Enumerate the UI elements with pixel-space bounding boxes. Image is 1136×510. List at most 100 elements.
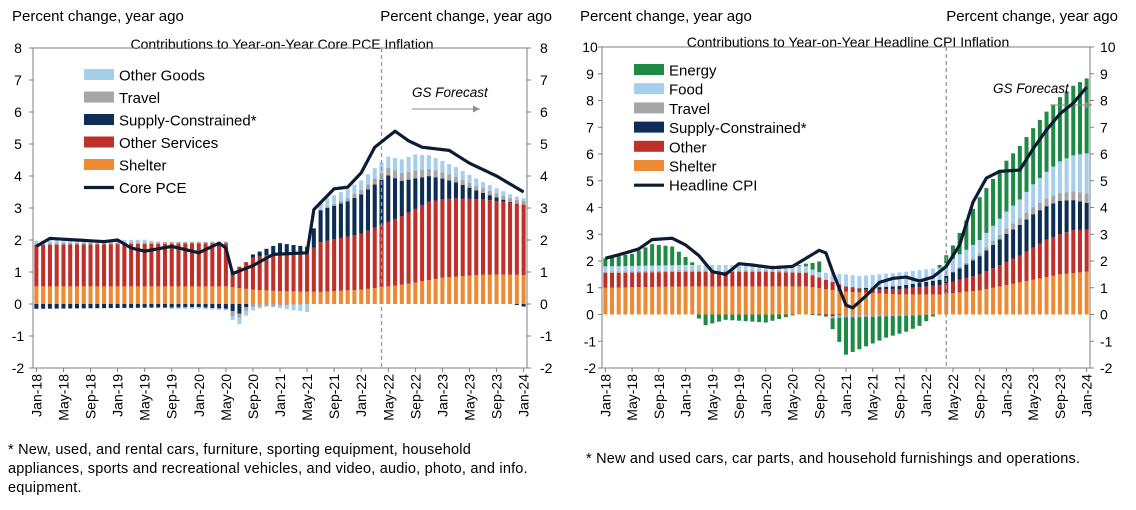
chart2-bar-food: [1051, 166, 1056, 196]
chart1-bar-other-services: [210, 243, 215, 287]
chart2-bar-shelter: [790, 286, 795, 315]
chart1-bar-other-services: [135, 243, 140, 287]
chart2-bar-shelter: [997, 286, 1002, 315]
chart1-bar-travel: [210, 241, 215, 244]
chart2-bar-travel: [690, 270, 695, 272]
chart2-bar-travel: [603, 271, 608, 274]
chart2-xtick-label: Jan-19: [678, 374, 694, 417]
chart2-bar-food: [603, 266, 608, 272]
chart2-bar-shelter: [1004, 285, 1009, 315]
chart2-bar-food: [1084, 153, 1089, 194]
chart1-bar-other-services: [203, 243, 208, 287]
chart2-bar-shelter: [924, 294, 929, 315]
chart1-bar-supply-constrained: [271, 246, 276, 254]
chart1-bar-supply-constrained: [122, 304, 127, 308]
chart1-bar-supply-constrained: [230, 304, 235, 312]
chart2-bar-shelter: [616, 287, 621, 315]
chart2-bar-shelter: [810, 287, 815, 315]
chart2-bar-food: [1031, 184, 1036, 208]
chart1-bar-supply-constrained: [108, 304, 113, 309]
chart1-bar-other-services: [311, 247, 316, 292]
chart2-bar-shelter: [950, 293, 955, 315]
chart2-bar-travel: [924, 314, 929, 315]
chart1-ytick-left: 0: [14, 296, 22, 312]
chart1-bar-other-goods: [34, 240, 39, 244]
chart1-bar-other-services: [47, 244, 52, 287]
chart2-bar-food: [797, 266, 802, 272]
footnote-left: * New, used, and rental cars, furniture,…: [8, 442, 528, 496]
chart2-bar-other: [957, 279, 962, 293]
chart2-bar-food: [971, 244, 976, 259]
chart1-bar-other-goods: [494, 188, 499, 194]
chart2-bar-supply-constrained: [917, 282, 922, 288]
chart2-bar-shelter: [710, 286, 715, 315]
chart1-bar-travel: [447, 174, 452, 181]
chart1-bar-other-goods: [393, 157, 398, 171]
chart2-bar-energy: [1011, 153, 1016, 206]
chart2-legend-label-supply-constrained: Supply-Constrained*: [669, 120, 807, 137]
chart2-bar-food: [690, 265, 695, 271]
chart2-bar-energy: [830, 318, 835, 330]
chart2-bar-supply-constrained: [1057, 200, 1062, 235]
chart2-bar-supply-constrained: [957, 268, 962, 280]
chart2-bar-shelter: [730, 286, 735, 315]
chart2-bar-food: [1037, 178, 1042, 203]
chart1-xtick-label: May-19: [137, 374, 153, 421]
chart2-bar-other: [730, 271, 735, 287]
chart2-bar-food: [810, 269, 815, 275]
chart2-ytick-right: 6: [1100, 146, 1108, 162]
chart2-bar-travel: [904, 314, 909, 316]
chart2-bar-travel: [797, 271, 802, 273]
chart1-bar-other-goods: [149, 240, 154, 243]
chart1-bar-shelter: [365, 288, 371, 304]
chart1-bar-supply-constrained: [393, 178, 398, 219]
chart2-bar-travel: [803, 271, 808, 274]
chart2-bar-other: [1011, 258, 1016, 284]
chart2-bar-energy: [864, 316, 869, 347]
chart1-bar-other-goods: [440, 160, 445, 173]
chart1-bar-travel: [223, 241, 228, 244]
chart2-bar-food: [750, 265, 755, 271]
chart2-bar-other: [723, 271, 728, 287]
chart2-bar-other: [1044, 239, 1049, 278]
chart1-bar-supply-constrained: [311, 228, 316, 248]
chart1-bar-other-services: [74, 244, 80, 287]
chart2-bar-other: [884, 289, 889, 294]
chart1-ytick-left: -2: [12, 360, 25, 376]
chart2-bar-other: [676, 271, 681, 287]
chart1-bar-shelter: [250, 289, 255, 304]
chart2-bar-shelter: [690, 286, 695, 315]
chart2-xtick-label: Sep-22: [972, 374, 988, 419]
chart1-bar-other-services: [514, 203, 519, 275]
chart2-bar-energy: [937, 265, 942, 268]
chart1-bar-travel: [176, 242, 181, 244]
chart1-bar-shelter: [47, 286, 52, 304]
chart1-bar-supply-constrained: [34, 304, 39, 309]
chart1-bar-other-services: [142, 243, 147, 287]
chart2-ytick-right: 10: [1100, 39, 1116, 55]
chart2-bar-shelter: [971, 291, 976, 315]
chart2-bar-other: [783, 272, 788, 287]
chart2-xtick-label: Jan-18: [597, 374, 613, 417]
chart2-bar-shelter: [944, 293, 949, 315]
chart2-legend-label-food: Food: [669, 82, 703, 99]
chart1-bar-travel: [352, 194, 357, 198]
chart2-bar-travel: [917, 314, 922, 316]
chart2-bar-shelter: [1064, 273, 1069, 315]
chart1-bar-other-goods: [298, 304, 303, 312]
chart2-bar-food: [723, 265, 728, 271]
chart2-bar-shelter: [1011, 283, 1016, 315]
chart1-bar-travel: [393, 170, 398, 179]
chart2-bar-other: [830, 281, 835, 290]
chart1-bar-supply-constrained: [460, 184, 465, 199]
chart1-bar-other-goods: [61, 240, 66, 243]
chart1-bar-supply-constrained: [68, 304, 73, 309]
chart2-bar-food: [964, 249, 969, 263]
chart2-bar-shelter: [1071, 273, 1076, 315]
chart2-bar-shelter: [917, 294, 922, 315]
chart1-bar-travel: [61, 242, 66, 245]
chart2-bar-other: [797, 272, 802, 287]
chart2-bar-shelter: [1024, 281, 1029, 315]
chart2-bar-other: [1077, 229, 1082, 273]
chart1-bar-supply-constrained: [359, 194, 364, 234]
